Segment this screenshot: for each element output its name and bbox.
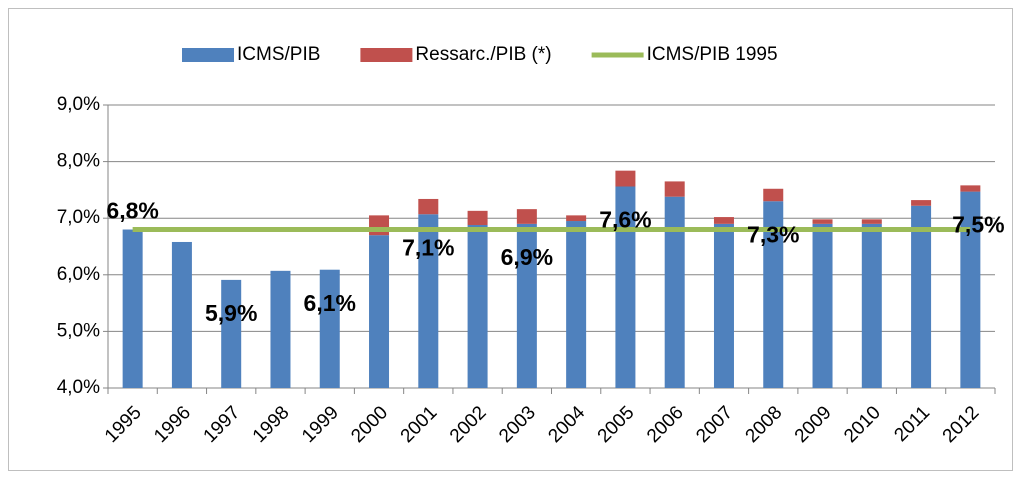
bar xyxy=(516,209,537,224)
bar xyxy=(861,223,882,388)
bar xyxy=(467,210,488,225)
bar xyxy=(369,235,390,388)
legend-swatch xyxy=(182,48,234,62)
bar xyxy=(418,214,439,388)
bar xyxy=(221,279,242,388)
bar xyxy=(664,181,685,197)
bar xyxy=(861,219,882,224)
bar xyxy=(812,219,833,224)
bar xyxy=(566,215,587,222)
y-tick-label: 8,0% xyxy=(57,151,100,172)
data-label: 6,1% xyxy=(304,290,356,316)
y-tick-label: 4,0% xyxy=(57,377,100,398)
y-tick-label: 6,0% xyxy=(57,264,100,285)
bar xyxy=(664,196,685,388)
bar xyxy=(911,205,932,388)
bar xyxy=(763,201,784,388)
bar xyxy=(713,217,734,224)
bar xyxy=(911,200,932,206)
bar xyxy=(566,221,587,388)
legend-label: Ressarc./PIB (*) xyxy=(415,44,551,65)
data-label: 6,9% xyxy=(501,244,553,270)
bar xyxy=(960,191,981,388)
bar xyxy=(763,188,784,202)
y-tick-label: 5,0% xyxy=(57,320,100,341)
data-label: 5,9% xyxy=(205,300,257,326)
bar xyxy=(960,185,981,192)
bar xyxy=(122,229,143,388)
legend-swatch xyxy=(360,48,413,62)
bar xyxy=(516,223,537,388)
bar xyxy=(713,223,734,388)
bar xyxy=(171,241,192,388)
bar xyxy=(418,198,439,215)
bar xyxy=(270,270,291,388)
data-label: 7,3% xyxy=(747,221,799,247)
y-tick-label: 9,0% xyxy=(57,94,100,115)
data-label: 6,8% xyxy=(106,198,158,224)
bar xyxy=(319,269,340,388)
bar xyxy=(615,170,636,187)
legend-label: ICMS/PIB xyxy=(237,44,320,65)
y-tick-label: 7,0% xyxy=(57,207,100,228)
bar xyxy=(467,224,488,388)
data-label: 7,6% xyxy=(599,207,651,233)
data-label: 7,1% xyxy=(402,234,454,260)
data-label: 7,5% xyxy=(952,212,1004,238)
bar xyxy=(369,215,390,236)
bar xyxy=(812,223,833,388)
bar xyxy=(615,186,636,388)
chart-border xyxy=(8,8,1013,471)
legend-label: ICMS/PIB 1995 xyxy=(647,44,778,65)
